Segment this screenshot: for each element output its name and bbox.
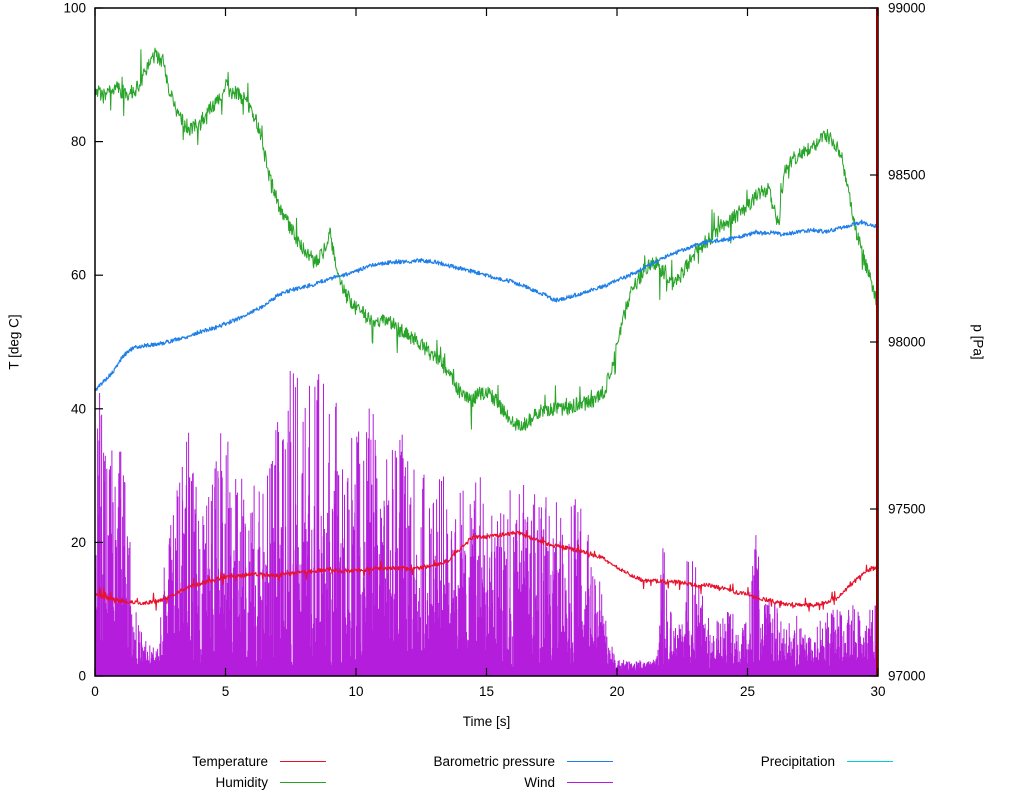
legend-item-pressure: Barometric pressure (335, 752, 613, 770)
legend-line-precipitation (847, 760, 893, 762)
svg-text:15: 15 (479, 684, 494, 699)
left-axis-title: T [deg C] (6, 314, 22, 370)
legend-label-humidity: Humidity (215, 774, 268, 790)
svg-text:80: 80 (71, 134, 86, 149)
svg-text:20: 20 (71, 535, 86, 550)
legend-item-temperature: Temperature (62, 752, 326, 770)
svg-text:40: 40 (71, 401, 86, 416)
legend-item-humidity: Humidity (62, 773, 326, 791)
legend-item-wind: Wind (335, 773, 613, 791)
svg-text:97500: 97500 (888, 502, 926, 517)
legend-line-temperature (280, 760, 326, 762)
x-axis-title: Time [s] (462, 714, 511, 729)
legend-label-pressure: Barometric pressure (433, 753, 555, 769)
legend-label-precipitation: Precipitation (760, 753, 835, 769)
legend-line-wind (567, 781, 613, 783)
svg-text:0: 0 (78, 669, 86, 684)
svg-text:60: 60 (71, 268, 86, 283)
svg-text:10: 10 (348, 684, 363, 699)
legend-item-precipitation: Precipitation (620, 752, 893, 770)
svg-text:20: 20 (609, 684, 624, 699)
svg-text:99000: 99000 (888, 1, 926, 16)
legend-label-temperature: Temperature (192, 753, 268, 769)
svg-text:100: 100 (63, 1, 86, 16)
right-axis-title: p [Pa] (970, 324, 986, 360)
svg-text:5: 5 (222, 684, 230, 699)
svg-text:98000: 98000 (888, 335, 926, 350)
svg-text:25: 25 (740, 684, 755, 699)
legend-line-pressure (567, 760, 613, 762)
svg-text:97000: 97000 (888, 669, 926, 684)
svg-text:0: 0 (91, 684, 99, 699)
legend-label-wind: Wind (524, 774, 555, 790)
svg-text:98500: 98500 (888, 168, 926, 183)
svg-text:30: 30 (870, 684, 885, 699)
legend-line-humidity (280, 781, 326, 783)
